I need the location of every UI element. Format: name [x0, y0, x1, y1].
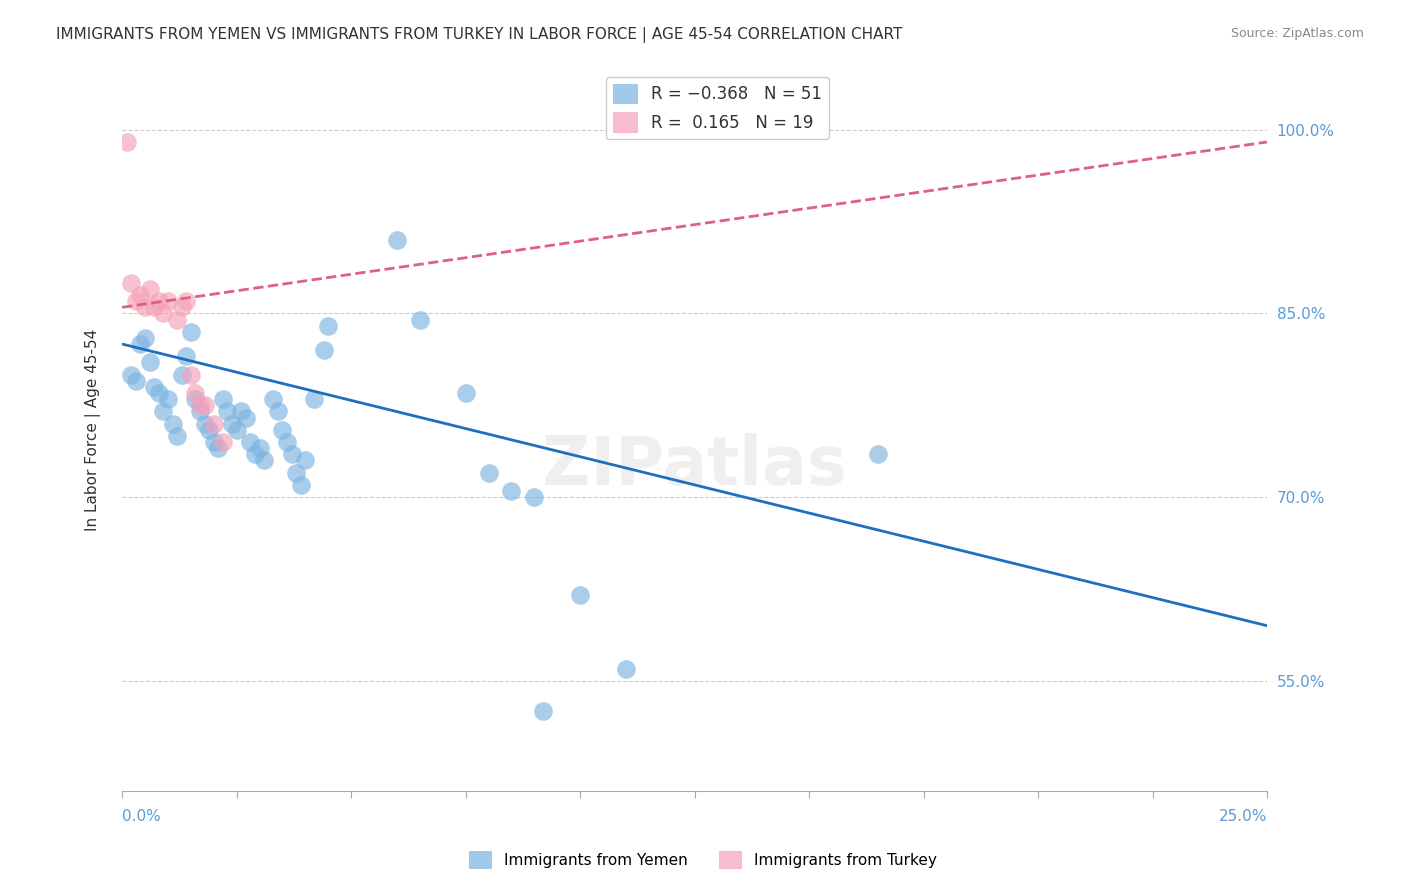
Point — [454, 386, 477, 401]
Legend: R = −0.368   N = 51, R =  0.165   N = 19: R = −0.368 N = 51, R = 0.165 N = 19 — [606, 77, 828, 139]
Point — [180, 325, 202, 339]
Point — [188, 398, 211, 412]
Point — [253, 453, 276, 467]
Point — [280, 447, 302, 461]
Point — [533, 705, 555, 719]
Point — [138, 355, 160, 369]
Point — [385, 233, 408, 247]
Point — [239, 435, 262, 450]
Point — [235, 410, 257, 425]
Point — [249, 441, 271, 455]
Point — [129, 337, 152, 351]
Point — [231, 404, 253, 418]
Point — [152, 404, 174, 418]
Point — [243, 447, 266, 461]
Point — [198, 423, 221, 437]
Point — [217, 404, 239, 418]
Point — [866, 447, 889, 461]
Point — [221, 417, 243, 431]
Point — [180, 368, 202, 382]
Point — [174, 294, 197, 309]
Point — [271, 423, 294, 437]
Point — [304, 392, 326, 406]
Point — [156, 294, 179, 309]
Point — [202, 435, 225, 450]
Point — [184, 386, 207, 401]
Point — [294, 453, 316, 467]
Point — [162, 417, 184, 431]
Point — [225, 423, 247, 437]
Point — [501, 483, 523, 498]
Point — [174, 349, 197, 363]
Text: 25.0%: 25.0% — [1219, 809, 1267, 824]
Point — [193, 417, 215, 431]
Text: 0.0%: 0.0% — [122, 809, 160, 824]
Point — [125, 374, 148, 388]
Point — [184, 392, 207, 406]
Point — [267, 404, 290, 418]
Point — [316, 318, 339, 333]
Text: Source: ZipAtlas.com: Source: ZipAtlas.com — [1230, 27, 1364, 40]
Y-axis label: In Labor Force | Age 45-54: In Labor Force | Age 45-54 — [86, 328, 101, 531]
Point — [148, 386, 170, 401]
Point — [170, 368, 193, 382]
Point — [614, 662, 637, 676]
Point — [477, 466, 499, 480]
Point — [262, 392, 284, 406]
Point — [166, 312, 188, 326]
Point — [409, 312, 432, 326]
Point — [212, 435, 235, 450]
Point — [569, 588, 592, 602]
Point — [193, 398, 215, 412]
Point — [290, 478, 312, 492]
Point — [138, 282, 160, 296]
Point — [143, 380, 166, 394]
Point — [276, 435, 298, 450]
Point — [202, 417, 225, 431]
Point — [134, 301, 156, 315]
Point — [207, 441, 229, 455]
Point — [148, 294, 170, 309]
Legend: Immigrants from Yemen, Immigrants from Turkey: Immigrants from Yemen, Immigrants from T… — [463, 845, 943, 875]
Point — [129, 288, 152, 302]
Point — [120, 276, 142, 290]
Point — [134, 331, 156, 345]
Point — [120, 368, 142, 382]
Point — [285, 466, 308, 480]
Point — [312, 343, 335, 358]
Point — [143, 301, 166, 315]
Point — [170, 301, 193, 315]
Point — [188, 404, 211, 418]
Point — [166, 429, 188, 443]
Text: ZIPatlas: ZIPatlas — [543, 433, 846, 499]
Point — [212, 392, 235, 406]
Point — [156, 392, 179, 406]
Point — [125, 294, 148, 309]
Point — [152, 306, 174, 320]
Text: IMMIGRANTS FROM YEMEN VS IMMIGRANTS FROM TURKEY IN LABOR FORCE | AGE 45-54 CORRE: IMMIGRANTS FROM YEMEN VS IMMIGRANTS FROM… — [56, 27, 903, 43]
Point — [523, 490, 546, 504]
Point — [115, 135, 138, 149]
